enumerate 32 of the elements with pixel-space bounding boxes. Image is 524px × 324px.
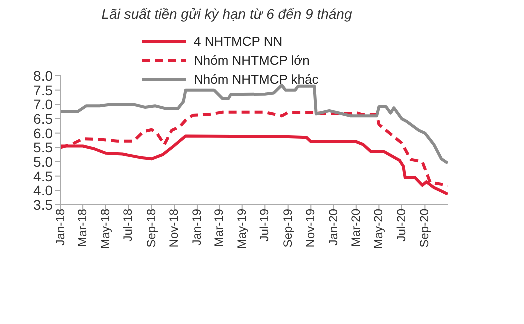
x-tick-label: Mar-19 xyxy=(212,208,226,248)
x-tick-label: Jul-18 xyxy=(121,208,136,242)
x-tick-label: Mar-20 xyxy=(348,208,363,248)
x-tick-label: Jul-20 xyxy=(394,208,409,242)
y-tick-label: 5.5 xyxy=(34,140,54,156)
y-tick-label: 5.0 xyxy=(34,154,54,170)
x-tick-label: Mar-18 xyxy=(76,208,90,248)
y-tick-label: 4.0 xyxy=(34,182,54,199)
y-tick-label: 6.5 xyxy=(34,110,54,127)
x-tick-label: May-18 xyxy=(98,208,112,250)
legend-label: Nhóm NHTMCP khác xyxy=(194,72,319,87)
x-tick-label: Sep-20 xyxy=(418,208,432,248)
x-tick-label: Jan-20 xyxy=(326,208,340,246)
chart-title: Lãi suất tiền gửi kỳ hạn từ 6 đến 9 tháng xyxy=(102,6,352,22)
x-tick-label: Sep-18 xyxy=(144,208,158,248)
legend-label: Nhóm NHTMCP lớn xyxy=(194,53,310,68)
y-tick-label: 7.5 xyxy=(34,82,54,98)
y-tick-label: 7.0 xyxy=(34,96,54,113)
x-tick-label: Nov-19 xyxy=(304,208,318,248)
y-tick-label: 6.0 xyxy=(34,125,54,142)
x-tick-label: Jan-19 xyxy=(190,208,204,246)
x-tick-label: May-20 xyxy=(372,208,386,250)
y-tick-label: 8.0 xyxy=(34,68,54,84)
legend-label: 4 NHTMCP NN xyxy=(194,34,283,49)
y-tick-label: 4.5 xyxy=(34,168,54,184)
y-tick-label: 3.5 xyxy=(34,196,54,213)
x-tick-label: Nov-18 xyxy=(167,208,182,248)
line-series xyxy=(61,84,448,165)
x-tick-label: Sep-19 xyxy=(280,208,295,248)
x-tick-label: May-19 xyxy=(234,208,249,250)
x-tick-label: Jul-19 xyxy=(258,208,272,242)
x-tick-label: Jan-18 xyxy=(54,208,68,246)
